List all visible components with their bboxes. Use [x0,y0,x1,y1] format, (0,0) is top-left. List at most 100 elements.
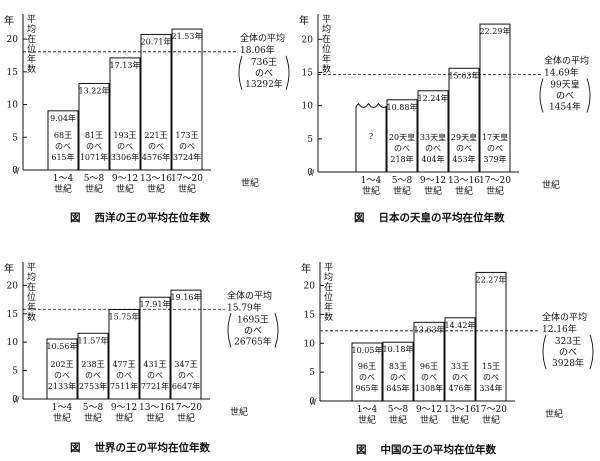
china-bar [475,271,507,402]
caption-west: 図 西洋の王の平均在位年数 [70,210,210,225]
world-x-unit: 世紀 [230,406,248,418]
japan-bar-value-label: 15.63年 [449,70,480,80]
west-ylabel-char: 年 [27,53,36,65]
china-bar-note: 33王 [451,362,469,371]
world-average-label: 全体の平均 [227,289,272,301]
west-bar-note: 615年 [51,152,74,162]
world-x-tick-label: 17～20 [170,403,202,413]
japan-bar [479,23,511,173]
world-average-detail: 26765年 [234,335,272,347]
world-axis-break: // [14,395,20,404]
japan-bar-note: 218年 [390,154,413,164]
japan-ylabel-char: 在 [322,33,331,45]
west-ylabel-char: 位 [27,43,36,55]
japan-average-value: 14.69年 [544,67,579,79]
china-y-tick-label: 15 [304,310,316,320]
world-bar [46,338,78,400]
japan-ylabel-char: 年 [322,53,331,65]
world-ylabel-char: 均 [27,271,36,283]
japan-x-tick-label-unit: 世紀 [486,185,504,197]
china-ylabel-char: 位 [324,291,333,303]
west-x-tick-label-unit: 世紀 [54,183,72,195]
china-y-tick-label: 10 [304,339,316,349]
world-bar-note: 2133年 [48,381,76,391]
china-y-unit: 年 [301,262,311,275]
west-bar-note: 3306年 [111,152,139,162]
west-bar [171,28,203,171]
china-ylabel-char: 数 [324,311,333,323]
west-x-tick-label-unit: 世紀 [85,183,103,195]
china-bar [413,321,445,402]
china-axis-break: // [311,397,317,406]
china-average-label: 全体の平均 [542,311,587,323]
china-bar-note: 1308年 [415,383,443,393]
west-average-detail: 736王 [251,57,277,68]
west-average-detail: 13292年 [245,78,283,90]
japan-y-tick-label: 15 [302,68,314,78]
china-y-tick-label: 5 [309,368,315,378]
west-bar-note: のべ [148,142,164,151]
caption-world: 図 世界の王の平均在位年数 [70,440,210,455]
china-x-tick-label-unit: 世紀 [482,414,500,426]
west-average-value: 18.06年 [240,44,275,56]
japan-bar-note: 404年 [421,154,444,164]
west-bar-note: のべ [179,142,195,151]
world-bar [170,289,202,400]
china-x-tick-label-unit: 世紀 [389,414,407,426]
japan-ylabel-char: 平 [322,14,331,25]
west-bar-note: のべ [117,142,133,151]
west-bar-note: 4576年 [142,152,170,162]
world-bar-note: 477王 [112,360,135,369]
west-y-tick-label: 20 [7,35,19,45]
west-ylabel-char: 数 [27,63,36,75]
world-ylabel-char: 位 [27,291,36,303]
world-bar [108,309,140,400]
japan-bar-note: 33天皇 [420,132,446,142]
china-ylabel-char: 在 [324,281,333,293]
caption-japan-title: 日本の天皇の平均在位年数 [378,212,505,224]
west-x-tick-label-unit: 世紀 [116,183,134,195]
china-y-tick-label: 0 [309,397,315,407]
china-bar [444,317,476,402]
japan-average-paren-right [586,78,591,113]
china-bar-value-label: 10.18年 [383,344,414,354]
china-average-detail: のべ [559,348,577,358]
west-bar-value-label: 9.04年 [50,113,76,123]
japan-bar-note: 17天皇 [482,132,508,142]
west-bar-note: 193王 [113,131,136,140]
world-bar-note: のべ [116,371,132,380]
japan-x-tick-label: 9～12 [420,176,446,186]
japan-bar-note: ? [369,132,373,141]
world-x-tick-label-unit: 世紀 [177,412,195,424]
west-y-tick-label: 0 [12,166,18,176]
china-y-tick-label: 20 [304,282,316,292]
china-average-detail: 323王 [555,336,581,347]
world-bar-value-label: 15.75年 [109,312,140,322]
west-x-tick-label: 13～16 [140,174,172,184]
china-ylabel-char: 均 [324,271,333,283]
caption-world-title: 世界の王の平均在位年数 [94,442,211,454]
world-bar-note: 7511年 [110,381,138,391]
japan-y-unit: 年 [299,14,309,27]
china-bar-value-label: 14.42年 [445,320,476,330]
japan-ylabel-char: 位 [322,43,331,55]
caption-china: 図 中国の王の平均在位年数 [356,442,496,457]
japan-x-tick-label-unit: 世紀 [424,185,442,197]
world-y-tick-label: 20 [7,281,19,291]
china-average-detail: 3928年 [552,357,584,369]
japan-y-tick-label: 20 [302,35,314,45]
caption-japan: 図 日本の天皇の平均在位年数 [354,210,505,225]
japan-bar [448,67,480,173]
china-bar-note: のべ [359,373,375,382]
china-x-tick-label: 17～20 [475,405,507,415]
china-bar-value-label: 10.05年 [352,345,383,355]
china-bar-note: 96王 [420,362,438,371]
china-average-paren-left [542,334,547,369]
west-bar [78,82,110,171]
west-ylabel-char: 均 [27,23,36,35]
west-y-tick-label: 10 [7,101,19,111]
west-x-tick-label: 9～12 [112,174,138,184]
west-average-paren-right [285,55,290,90]
world-average-detail: 1695王 [237,314,269,325]
world-y-tick-label: 5 [12,367,18,377]
